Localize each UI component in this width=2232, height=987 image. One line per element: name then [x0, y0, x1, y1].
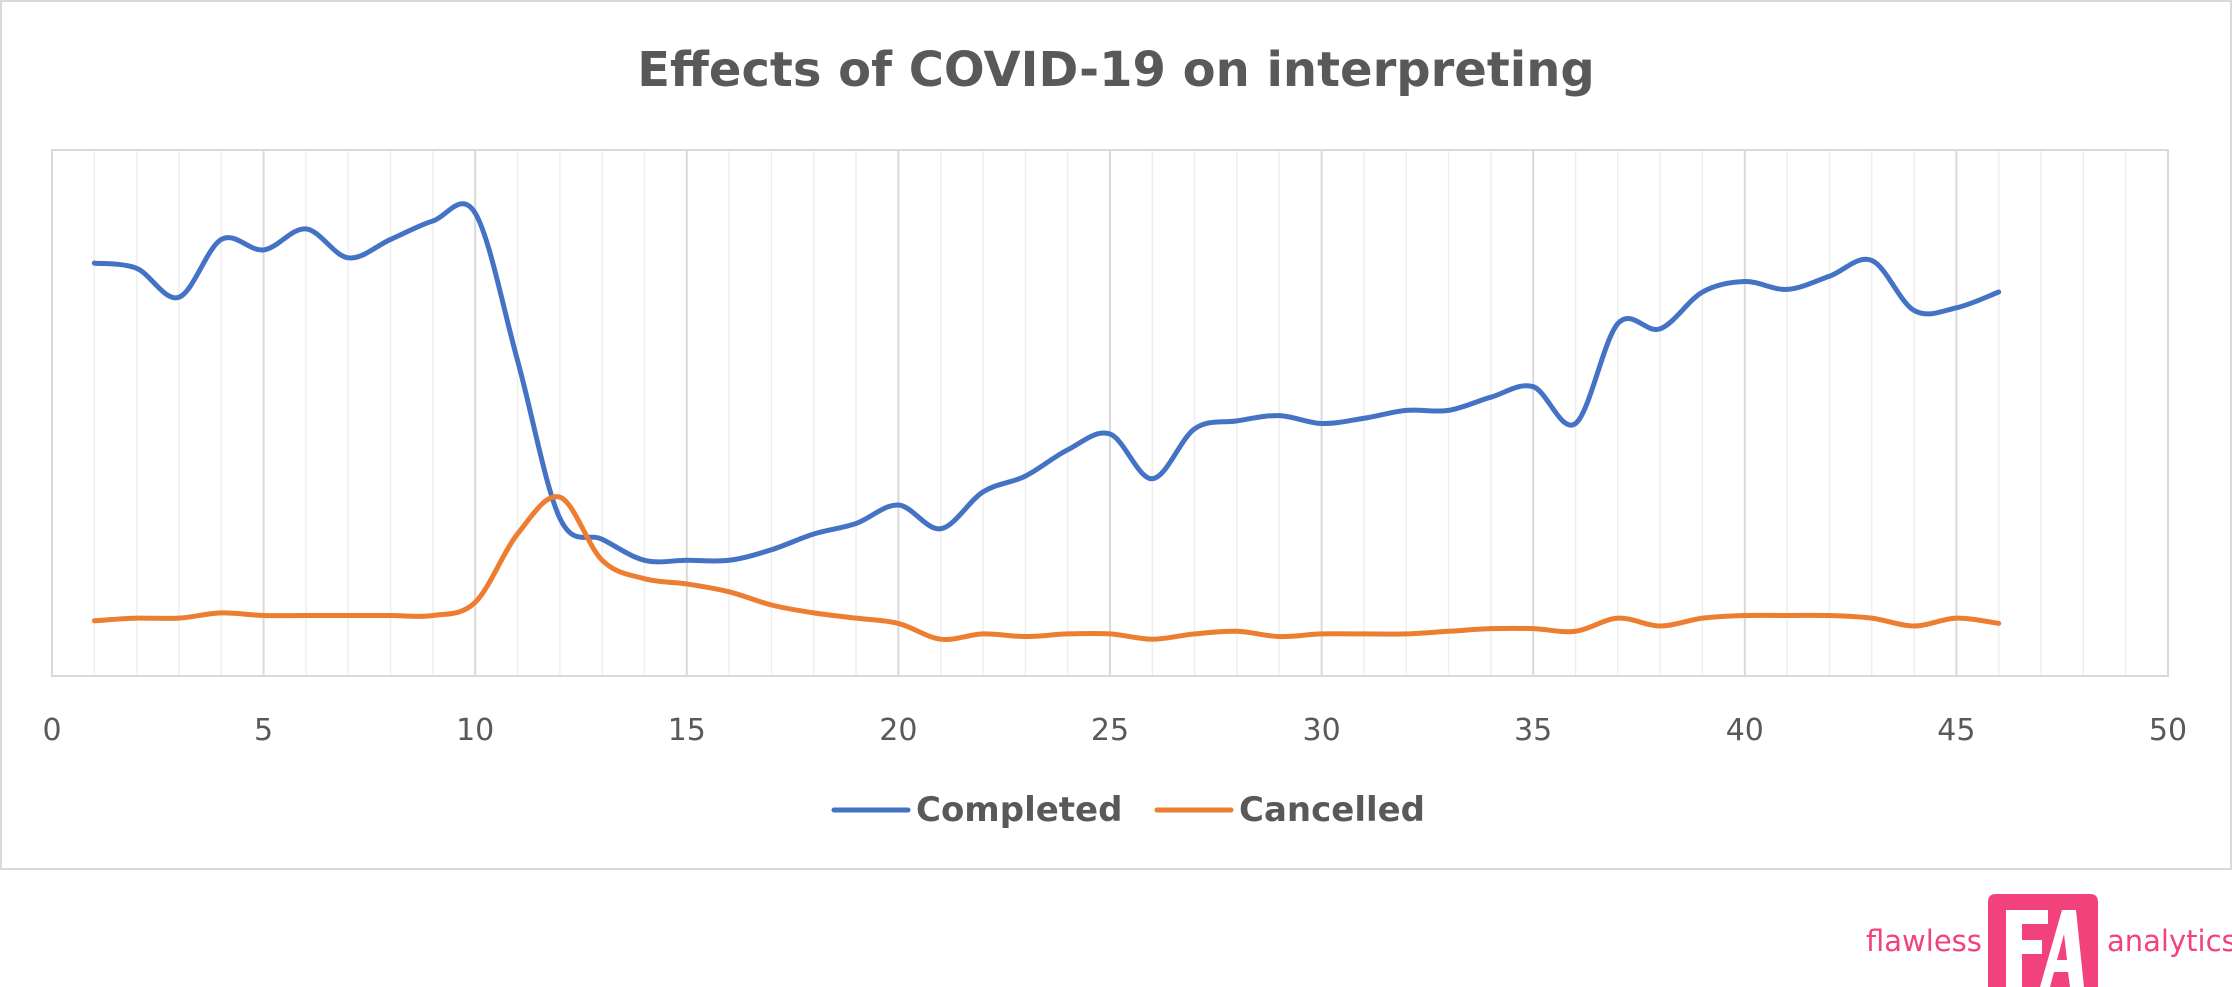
- x-tick-label: 0: [42, 713, 61, 748]
- minor-gridlines: [93, 150, 2127, 676]
- series-line-completed: [91, 201, 2002, 565]
- x-axis-tick-labels: 0 5 10 15 20 25 30 35 40 45 50: [42, 713, 2187, 748]
- plot-area-border: [51, 149, 2169, 677]
- legend-label: Cancelled: [1239, 790, 1425, 830]
- series-layer: [91, 201, 2002, 642]
- legend: Completed Cancelled: [831, 790, 1425, 830]
- x-tick-label: 15: [668, 713, 706, 748]
- x-tick-label: 35: [1514, 713, 1552, 748]
- x-tick-label: 20: [879, 713, 917, 748]
- brand-word-analytics: analytics: [2107, 924, 2232, 958]
- x-tick-label: 10: [456, 713, 494, 748]
- x-tick-label: 5: [254, 713, 273, 748]
- x-tick-label: 30: [1303, 713, 1341, 748]
- major-gridlines: [262, 150, 1958, 676]
- brand-word-flawless: flawless: [1866, 924, 1982, 958]
- chart-title: Effects of COVID-19 on interpreting: [637, 42, 1595, 98]
- x-tick-label: 40: [1726, 713, 1764, 748]
- x-tick-label: 45: [1937, 713, 1975, 748]
- series-line-cancelled: [91, 494, 2002, 642]
- brand-fa-logo-icon: [1988, 894, 2098, 987]
- x-tick-label: 50: [2149, 713, 2187, 748]
- brand-logo-block: flawless analytics: [1860, 890, 2232, 987]
- x-tick-label: 25: [1091, 713, 1129, 748]
- legend-label: Completed: [916, 790, 1122, 830]
